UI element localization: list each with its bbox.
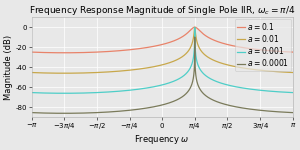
Line: $a = 0.01$: $a = 0.01$ [32, 27, 293, 73]
$a = 0.1$ [184, 33, 188, 35]
$a = 0.0001$ [196, 83, 199, 85]
$a = 0.001$ [30, 92, 33, 93]
$a = 0.1$ [124, 49, 128, 51]
Line: $a = 0.1$: $a = 0.1$ [32, 27, 293, 53]
$a = 0.01$ [237, 66, 241, 68]
$a = 0.001$ [196, 63, 199, 64]
$a = 0.01$ [193, 26, 196, 28]
$a = 0.01$ [62, 72, 66, 74]
$a = 0.0001$ [184, 93, 188, 94]
$a = 0.01$ [196, 43, 199, 45]
$a = 0.0001$ [30, 112, 33, 114]
$a = 0.01$ [124, 70, 128, 71]
$a = 0.01$ [224, 63, 227, 65]
$a = 0.1$ [43, 52, 46, 53]
$a = 0.1$ [193, 26, 196, 28]
$a = 0.0001$ [224, 103, 227, 105]
$a = 0.0001$ [237, 106, 241, 108]
$a = 0.1$ [30, 51, 33, 53]
Y-axis label: Magnitude (dB): Magnitude (dB) [4, 35, 13, 100]
Line: $a = 0.0001$: $a = 0.0001$ [32, 37, 293, 113]
$a = 0.001$ [124, 90, 128, 92]
$a = 0.0001$ [43, 112, 46, 114]
$a = 0.1$ [237, 46, 241, 48]
$a = 0.0001$ [124, 110, 128, 111]
$a = 0.01$ [291, 72, 295, 73]
$a = 0.001$ [62, 92, 66, 94]
$a = 0.0001$ [291, 112, 295, 114]
$a = 0.1$ [196, 28, 199, 30]
$a = 0.001$ [193, 27, 196, 28]
$a = 0.01$ [43, 72, 46, 74]
$a = 0.1$ [291, 51, 295, 53]
$a = 0.001$ [291, 92, 295, 93]
$a = 0.0001$ [62, 112, 66, 114]
$a = 0.001$ [237, 87, 241, 88]
$a = 0.01$ [184, 53, 188, 54]
$a = 0.1$ [62, 52, 66, 54]
$a = 0.1$ [224, 43, 227, 45]
$a = 0.001$ [224, 83, 227, 85]
$a = 0.01$ [30, 72, 33, 73]
X-axis label: Frequency $\omega$: Frequency $\omega$ [134, 133, 190, 146]
$a = 0.001$ [184, 73, 188, 75]
$a = 0.001$ [43, 92, 46, 94]
Title: Frequency Response Magnitude of Single Pole IIR, $\omega_c = \pi/4$: Frequency Response Magnitude of Single P… [29, 4, 295, 17]
Legend: $a = 0.1$, $a = 0.01$, $a = 0.001$, $a = 0.0001$: $a = 0.1$, $a = 0.01$, $a = 0.001$, $a =… [235, 19, 291, 71]
Line: $a = 0.001$: $a = 0.001$ [32, 28, 293, 93]
$a = 0.0001$ [193, 36, 196, 38]
